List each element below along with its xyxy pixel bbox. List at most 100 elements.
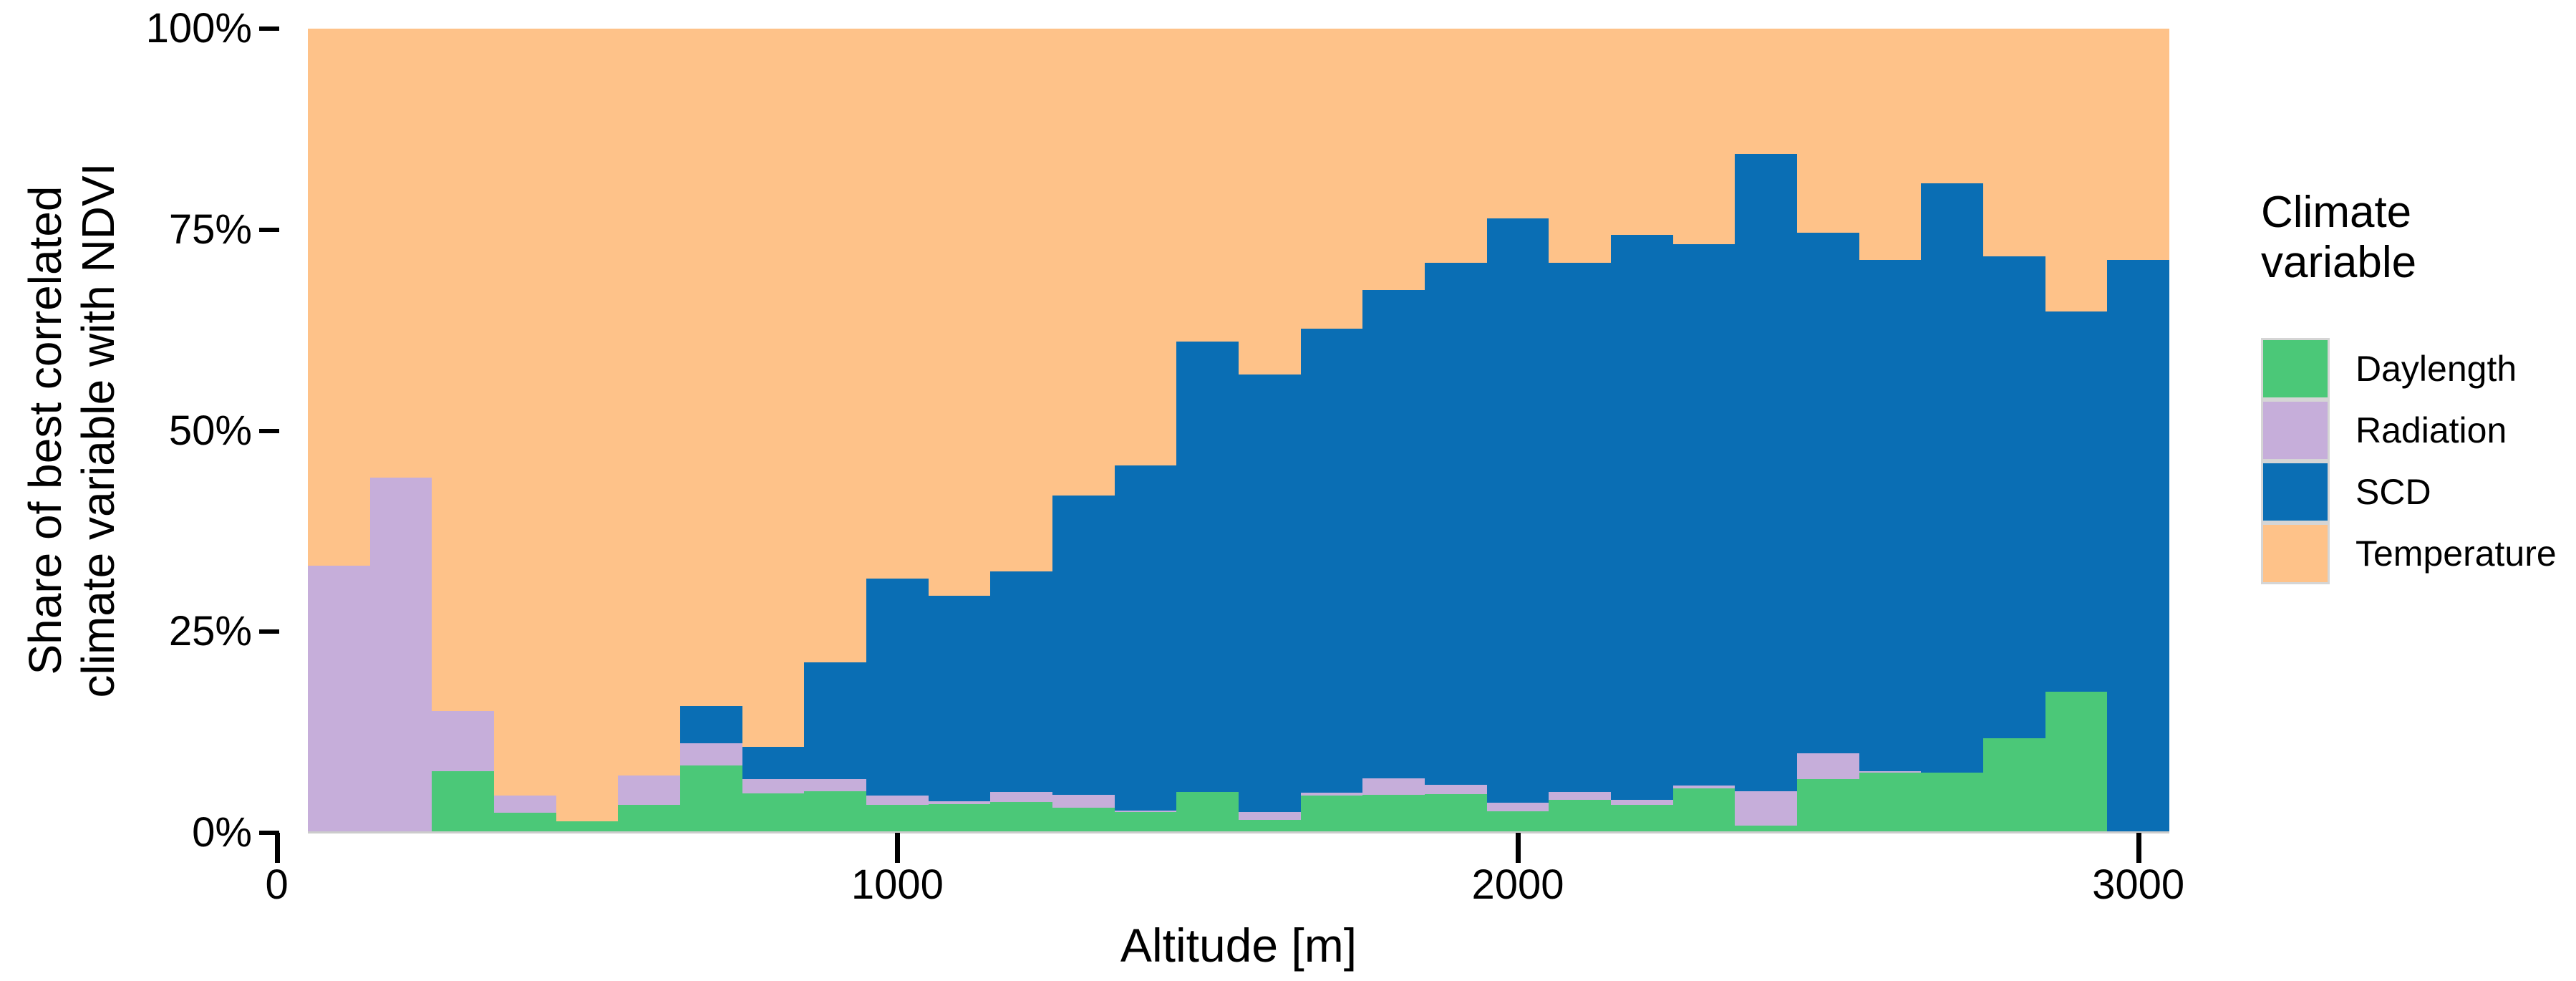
bar-segment-scd — [1921, 183, 1984, 773]
bar-altitude-2400 — [1735, 29, 1798, 833]
bar-altitude-2200 — [1611, 29, 1673, 833]
bar-segment-daylength — [618, 804, 681, 833]
bar-segment-temperature — [1114, 29, 1177, 465]
bar-segment-temperature — [680, 29, 742, 706]
bar-segment-scd — [1797, 233, 1859, 753]
bar-segment-radiation — [432, 711, 495, 771]
y-tick-label-50: 50% — [168, 407, 252, 454]
bar-segment-daylength — [742, 793, 805, 833]
bar-segment-temperature — [1611, 29, 1673, 235]
bar-segment-temperature — [2045, 29, 2108, 312]
x-tick-mark-3000 — [2136, 833, 2141, 863]
bar-segment-daylength — [1611, 804, 1673, 833]
bar-segment-temperature — [1239, 29, 1301, 374]
bar-altitude-2600 — [1859, 29, 1922, 833]
bar-segment-scd — [680, 705, 742, 744]
bar-segment-temperature — [308, 29, 370, 566]
bar-segment-daylength — [1797, 778, 1859, 833]
legend-label-daylength: Daylength — [2355, 349, 2517, 389]
bar-segment-scd — [1549, 262, 1612, 792]
bar-altitude-2000 — [1486, 29, 1549, 833]
legend-title-line1: Climate — [2261, 188, 2412, 237]
bar-segment-radiation — [1859, 770, 1922, 773]
x-tick-label-3000: 3000 — [2092, 861, 2185, 908]
bar-segment-daylength — [432, 770, 495, 833]
legend-items: Daylength Radiation SCD Temperature — [2261, 338, 2557, 584]
x-tick-label-0: 0 — [265, 861, 289, 908]
bar-segment-scd — [742, 746, 805, 779]
bar-segment-daylength — [1176, 791, 1239, 833]
bar-segment-temperature — [618, 29, 681, 776]
bar-segment-temperature — [1300, 29, 1363, 329]
bar-segment-radiation — [1239, 811, 1301, 821]
bar-altitude-1400 — [1114, 29, 1177, 833]
bar-segment-temperature — [742, 29, 805, 747]
bar-altitude-2100 — [1549, 29, 1612, 833]
bar-segment-temperature — [990, 29, 1053, 572]
y-tick-mark-25 — [259, 629, 279, 634]
bar-segment-temperature — [1362, 29, 1425, 290]
legend-swatch-scd — [2261, 461, 2330, 523]
bar-altitude-1700 — [1300, 29, 1363, 833]
bar-segment-radiation — [1362, 778, 1425, 796]
legend-item-radiation: Radiation — [2261, 400, 2557, 461]
bar-segment-scd — [1611, 234, 1673, 800]
bar-segment-daylength — [1859, 772, 1922, 833]
bar-segment-scd — [1983, 256, 2045, 738]
legend-swatch-radiation — [2261, 400, 2330, 461]
x-tick-label-2000: 2000 — [1471, 861, 1564, 908]
bar-segment-radiation — [804, 778, 867, 791]
bar-segment-radiation — [1300, 792, 1363, 796]
bar-segment-temperature — [928, 29, 991, 596]
bar-segment-scd — [990, 571, 1053, 792]
bar-segment-temperature — [1176, 29, 1239, 342]
bar-segment-temperature — [369, 29, 432, 478]
bar-segment-temperature — [1052, 29, 1115, 496]
bar-segment-daylength — [1921, 772, 1984, 833]
bar-altitude-1600 — [1239, 29, 1301, 833]
bar-segment-daylength — [1052, 808, 1115, 833]
bar-segment-temperature — [1921, 29, 1984, 183]
bar-segment-temperature — [1735, 29, 1798, 155]
bar-segment-radiation — [1549, 791, 1612, 800]
y-tick-label-75: 75% — [168, 206, 252, 253]
bar-segment-radiation — [928, 801, 991, 804]
bar-segment-radiation — [369, 477, 432, 833]
legend-label-scd: SCD — [2355, 472, 2431, 512]
bar-segment-radiation — [308, 566, 370, 833]
bar-altitude-200 — [369, 29, 432, 833]
bar-segment-scd — [1362, 290, 1425, 778]
bar-segment-temperature — [866, 29, 929, 579]
x-tick-mark-1000 — [895, 833, 901, 863]
bar-segment-daylength — [556, 821, 619, 833]
bar-altitude-1900 — [1425, 29, 1487, 833]
bar-segment-radiation — [1486, 803, 1549, 811]
bar-segment-daylength — [866, 804, 929, 833]
bar-segment-scd — [866, 579, 929, 796]
y-axis-title-line1: Share of best correlated — [19, 185, 71, 675]
bar-segment-temperature — [1859, 29, 1922, 261]
bar-altitude-1000 — [866, 29, 929, 833]
legend-label-temperature: Temperature — [2355, 533, 2557, 574]
y-tick-label-0: 0% — [192, 809, 252, 856]
x-tick-mark-0 — [274, 833, 280, 863]
bar-altitude-2900 — [2045, 29, 2108, 833]
bar-segment-temperature — [1486, 29, 1549, 219]
y-axis-title-line2: climate variable with NDVI — [72, 163, 124, 698]
y-tick-label-25: 25% — [168, 608, 252, 655]
y-tick-mark-50 — [259, 428, 279, 433]
bar-segment-scd — [1672, 244, 1735, 786]
bar-segment-radiation — [990, 791, 1053, 803]
bar-segment-scd — [2045, 311, 2108, 692]
bar-segment-temperature — [804, 29, 867, 662]
bar-segment-daylength — [1114, 811, 1177, 833]
bar-segment-daylength — [1362, 795, 1425, 833]
bar-segment-scd — [1114, 465, 1177, 811]
bar-segment-scd — [1300, 328, 1363, 793]
bar-segment-temperature — [2107, 29, 2170, 261]
bar-segment-daylength — [1486, 811, 1549, 833]
bar-segment-daylength — [928, 803, 991, 833]
bar-altitude-600 — [618, 29, 681, 833]
x-tick-mark-2000 — [1516, 833, 1521, 863]
